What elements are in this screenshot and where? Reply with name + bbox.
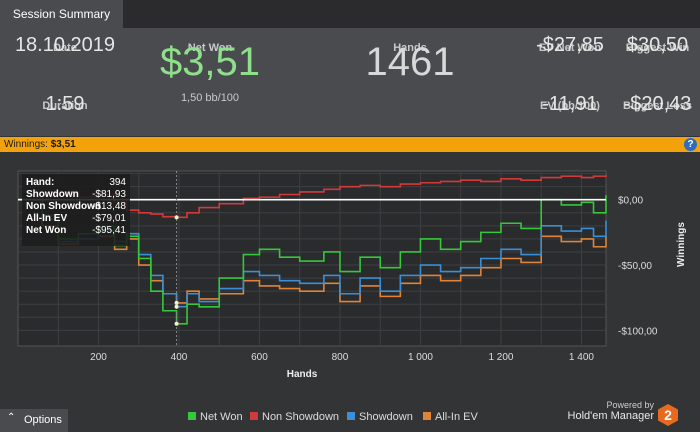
winnings-banner: Winnings: $3,51 ? — [0, 137, 700, 152]
legend-label: Non Showdown — [262, 411, 340, 423]
tooltip-row-value: -$95,41 — [92, 225, 126, 236]
crosshair-point — [174, 321, 179, 326]
net-won-value: $3,51 — [159, 40, 261, 84]
duration-value: 1:59 — [45, 93, 85, 115]
legend-swatch — [347, 412, 355, 420]
tooltip-row-label: Non Showdown — [26, 201, 101, 212]
x-tick-label: 1 200 — [488, 352, 513, 363]
ev-net-label: EV Net Won — [538, 42, 602, 54]
bb100-value: 1,50 bb/100 — [180, 92, 240, 104]
net-won-label: Net Won — [187, 42, 233, 54]
crosshair-point — [174, 300, 179, 305]
powered-by-label: Powered by — [606, 400, 654, 410]
powered-by: Powered by Hold'em Manager — [560, 400, 654, 422]
winnings-chart: 200 400 600 800 1 000 1 200 1 400 $0,00 -$50,00 -… — [0, 152, 700, 406]
legend-swatch — [188, 412, 196, 420]
date-label: Date — [53, 42, 77, 54]
y-tick-label: $0,00 — [618, 196, 643, 207]
x-tick-label: 600 — [251, 352, 268, 363]
y-axis-title: Winnings — [676, 222, 687, 267]
tooltip-row-label: All-In EV — [26, 213, 67, 224]
legend-swatch — [250, 412, 258, 420]
crosshair-point — [174, 304, 179, 309]
x-axis-title: Hands — [287, 369, 318, 380]
biggest-win-label: Biggest Win — [625, 42, 690, 54]
legend-non-showdown[interactable]: Non Showdown — [250, 411, 339, 423]
hm-logo-icon: 2 — [658, 404, 678, 426]
ev-net-value: -$27,85 — [536, 34, 604, 56]
hands-value: 1461 — [365, 40, 455, 84]
x-tick-label: 1 400 — [569, 352, 594, 363]
legend-showdown[interactable]: Showdown — [347, 411, 413, 423]
tooltip-row-value: -$81,93 — [92, 189, 126, 200]
tab-bar: Session Summary — [0, 0, 700, 28]
winnings-label: Winnings: — [4, 139, 48, 150]
tooltip-row-label: Showdown — [26, 189, 79, 200]
date-value: 18.10.2019 — [14, 34, 116, 56]
winnings-value: $3,51 — [50, 139, 76, 150]
legend-net-won[interactable]: Net Won — [188, 411, 243, 423]
tooltip-row-value: -$13,48 — [92, 201, 126, 212]
y-tick-label: -$50,00 — [618, 261, 652, 272]
y-tick-label: -$100,00 — [618, 326, 658, 337]
chevron-up-icon: ⌃ — [7, 412, 16, 423]
tab-session-summary[interactable]: Session Summary — [0, 0, 123, 28]
legend-label: Showdown — [359, 411, 413, 423]
legend-label: All-In EV — [435, 411, 478, 423]
crosshair-point — [174, 215, 179, 220]
legend-all-in-ev[interactable]: All-In EV — [423, 411, 478, 423]
tooltip-row-label: Net Won — [26, 225, 66, 236]
ev-bb-label: EV (bb/100) — [540, 100, 600, 112]
tooltip-box — [22, 174, 130, 246]
chart-svg: 200 400 600 800 1 000 1 200 1 400 $0,00 -$50,00 -… — [17, 170, 687, 380]
help-icon[interactable]: ? — [684, 138, 697, 151]
x-tick-label: 1 000 — [408, 352, 433, 363]
x-tick-label: 800 — [332, 352, 349, 363]
legend-swatch — [423, 412, 431, 420]
tooltip-row-value: 394 — [109, 177, 126, 188]
tooltip-row-value: -$79,01 — [92, 213, 126, 224]
options-button[interactable]: ⌃ Options — [0, 409, 68, 432]
ev-bb-value: -11,91 — [542, 93, 598, 115]
biggest-win-value: $30,50 — [626, 34, 689, 56]
series-line-all-in-ev — [18, 198, 607, 304]
summary-panel — [0, 28, 700, 136]
x-tick-label: 200 — [90, 352, 107, 363]
options-label: Options — [24, 414, 62, 426]
legend-label: Net Won — [200, 411, 243, 423]
tooltip-row-label: Hand: — [26, 177, 54, 188]
brand-name: Hold'em Manager — [567, 410, 654, 422]
hands-label: Hands — [393, 42, 427, 54]
biggest-loss-label: Biggest Loss — [622, 100, 693, 112]
x-tick-label: 400 — [171, 352, 188, 363]
biggest-loss-value: -$20,43 — [623, 93, 692, 115]
duration-label: Duration — [42, 100, 88, 112]
